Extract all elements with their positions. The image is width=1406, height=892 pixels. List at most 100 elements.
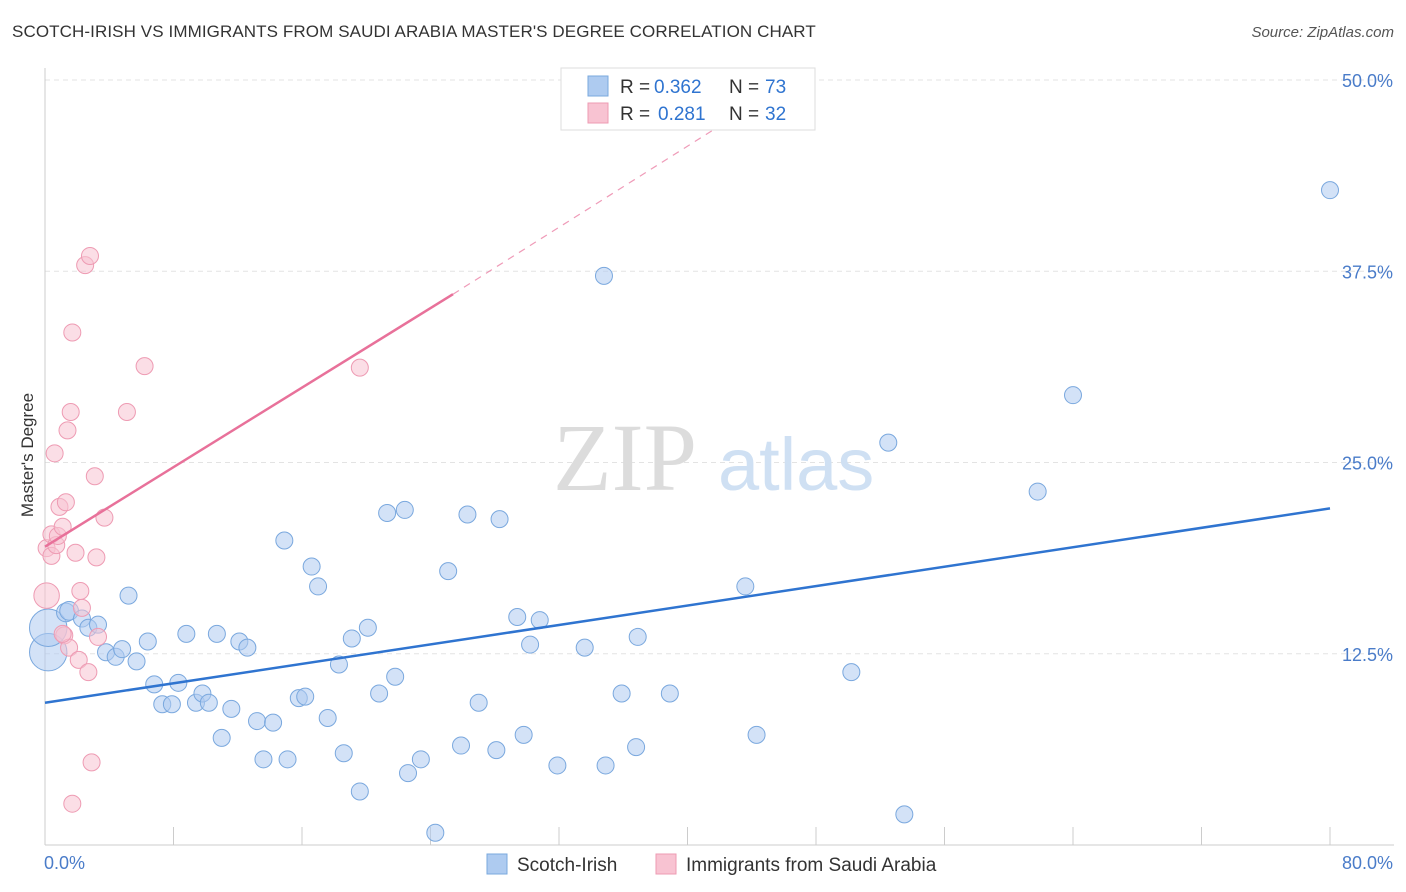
scotch-irish-point <box>439 562 458 581</box>
scotch-irish-point <box>248 712 267 731</box>
scotch-irish-point <box>222 699 241 718</box>
saudi-arabia-point <box>117 403 136 422</box>
scotch-irish-point <box>594 266 613 285</box>
legend-swatch-blue <box>587 75 609 97</box>
saudi-arabia-point <box>66 543 85 562</box>
axes <box>44 68 1394 846</box>
legend-n-label-pink: N = <box>729 104 759 125</box>
scotch-irish-point <box>212 728 231 747</box>
saudi-arabia-trend-line <box>44 293 454 548</box>
x-tick-label: 0.0% <box>44 853 85 873</box>
saudi-arabia-point <box>58 421 77 440</box>
scotch-irish-point <box>490 510 509 529</box>
y-axis-title: Master's Degree <box>18 393 37 517</box>
saudi-arabia-trend-extension <box>452 125 720 295</box>
saudi-arabia-point <box>69 650 88 669</box>
y-tick-label: 25.0% <box>1342 454 1393 474</box>
scotch-irish-point <box>199 693 218 712</box>
scotch-irish-point <box>458 505 477 524</box>
scotch-irish-point <box>119 586 138 605</box>
scotch-irish-point <box>127 652 146 671</box>
scotch-irish-point <box>627 738 646 757</box>
y-tick-labels: 12.5% 25.0% 37.5% 50.0% <box>1342 71 1393 665</box>
scotch-irish-point <box>334 744 353 763</box>
saudi-arabia-point <box>89 627 108 646</box>
scotch-irish-point <box>342 629 361 648</box>
scotch-irish-point <box>207 624 226 643</box>
scotch-irish-point <box>370 684 389 703</box>
scotch-irish-point <box>378 503 397 522</box>
gridlines <box>45 79 1394 655</box>
trend-lines <box>44 125 1331 704</box>
scotch-irish-point <box>514 725 533 744</box>
legend-r-label-blue: R = <box>620 77 650 98</box>
saudi-arabia-point <box>53 624 72 643</box>
saudi-arabia-point <box>87 548 106 567</box>
series-legend-swatch-pink <box>655 853 677 875</box>
scotch-irish-point <box>508 608 527 627</box>
scotch-irish-point <box>329 655 348 674</box>
scotch-irish-point <box>1028 482 1047 501</box>
scotch-irish-point <box>879 433 898 452</box>
saudi-arabia-point <box>45 444 64 463</box>
saudi-arabia-points <box>33 246 369 813</box>
legend-r-value-pink: 0.281 <box>658 104 706 125</box>
scotch-irish-point <box>138 632 157 651</box>
series-legend: Scotch-Irish Immigrants from Saudi Arabi… <box>486 853 937 876</box>
saudi-arabia-point <box>61 403 80 422</box>
saudi-arabia-point <box>56 493 75 512</box>
legend-r-label-pink: R = <box>620 104 650 125</box>
scotch-irish-point <box>302 557 321 576</box>
scotch-irish-point <box>747 725 766 744</box>
watermark-zip: ZIP <box>553 404 697 511</box>
source-label: Source: ZipAtlas.com <box>1251 24 1394 41</box>
saudi-arabia-point <box>63 323 82 342</box>
scotch-irish-point <box>628 627 647 646</box>
scotch-irish-point <box>612 684 631 703</box>
saudi-arabia-point <box>72 598 91 617</box>
saudi-arabia-point <box>95 508 114 527</box>
saudi-arabia-point <box>82 753 101 772</box>
scotch-irish-point <box>275 531 294 550</box>
y-tick-label: 50.0% <box>1342 71 1393 91</box>
scotch-irish-point <box>1321 181 1339 200</box>
series-legend-label-blue: Scotch-Irish <box>517 855 617 876</box>
scotch-irish-point <box>238 638 257 657</box>
saudi-arabia-point <box>135 357 154 376</box>
scotch-irish-point <box>895 805 914 824</box>
scotch-irish-point <box>736 577 755 596</box>
saudi-arabia-point <box>350 358 369 377</box>
watermark: ZIP atlas <box>553 404 874 511</box>
y-tick-label: 12.5% <box>1342 645 1393 665</box>
x-tick-labels: 0.0% 80.0% <box>44 853 1393 873</box>
saudi-arabia-point <box>63 794 82 813</box>
scotch-irish-point <box>254 750 273 769</box>
saudi-arabia-point <box>33 582 60 609</box>
saudi-arabia-point <box>80 246 99 265</box>
scotch-irish-point <box>177 624 196 643</box>
scotch-irish-points <box>29 181 1339 842</box>
saudi-arabia-point <box>85 467 104 486</box>
legend-swatch-pink <box>587 102 609 124</box>
y-tick-label: 37.5% <box>1342 262 1393 282</box>
scotch-irish-point <box>358 618 377 637</box>
scotch-irish-point <box>842 663 861 682</box>
scotch-irish-point <box>296 687 315 706</box>
scotch-irish-point <box>452 736 471 755</box>
legend-n-value-blue: 73 <box>765 77 786 98</box>
series-legend-swatch-blue <box>486 853 508 875</box>
scotch-irish-point <box>411 750 430 769</box>
scotch-irish-point <box>264 713 283 732</box>
scotch-irish-point <box>399 764 418 783</box>
scotch-irish-point <box>278 750 297 769</box>
scotch-irish-point <box>318 709 337 728</box>
correlation-legend: R = 0.362 N = 73 R = 0.281 N = 32 <box>560 67 816 131</box>
scotch-irish-point <box>548 756 567 775</box>
scotch-irish-trend-line <box>44 507 1331 704</box>
scotch-irish-point <box>521 635 540 654</box>
scotch-irish-point <box>469 693 488 712</box>
saudi-arabia-point <box>71 582 90 601</box>
scotch-irish-point <box>309 577 328 596</box>
scotch-irish-point <box>386 667 405 686</box>
